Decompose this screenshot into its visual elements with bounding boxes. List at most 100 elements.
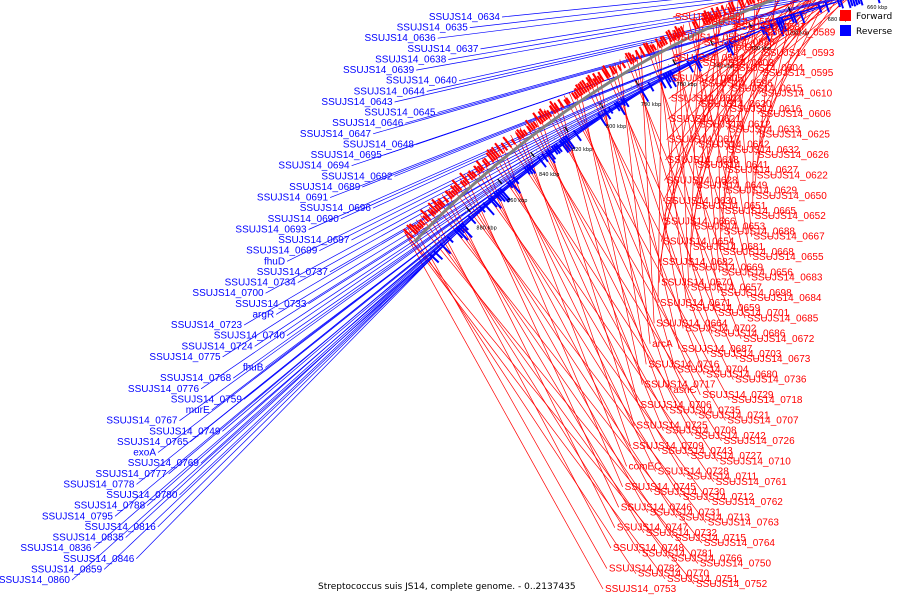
forward-gene	[711, 14, 716, 21]
leader-line	[726, 0, 822, 130]
forward-gene-label: SSUJS14_0716	[648, 359, 720, 370]
reverse-gene-label: SSUJS14_0768	[160, 373, 232, 384]
forward-gene-label: SSUJS14_0586	[674, 32, 746, 43]
leader-line	[420, 215, 670, 559]
tick-label: 840 kbp	[539, 172, 559, 178]
reverse-gene-label: SSUJS14_0639	[343, 65, 415, 76]
tick-label: 800 kbp	[606, 124, 626, 130]
reverse-gene	[664, 72, 672, 83]
tick-label: 680 kbp	[828, 17, 848, 23]
forward-gene-label: SSUJS14_0750	[700, 559, 772, 570]
leader-line	[573, 88, 672, 390]
forward-gene-label: SSUJS14_0726	[724, 436, 796, 447]
forward-gene	[402, 228, 414, 239]
leader-line	[491, 150, 685, 477]
forward-gene	[586, 82, 592, 90]
forward-gene	[577, 83, 586, 95]
minor-tick	[434, 240, 437, 243]
forward-gene-label: SSUJS14_0632	[728, 145, 800, 156]
minor-tick	[791, 7, 794, 10]
forward-gene-label: SSUJS14_0657	[691, 283, 763, 294]
reverse-gene	[603, 108, 612, 120]
forward-gene-label: SSUJS14_0713	[679, 513, 751, 524]
minor-tick	[444, 230, 447, 233]
tick-mark	[564, 126, 569, 133]
minor-tick	[680, 57, 683, 60]
reverse-gene	[839, 0, 844, 9]
reverse-gene-label: SSUJS14_0759	[171, 394, 243, 405]
minor-tick	[576, 120, 579, 123]
reverse-gene	[455, 227, 469, 241]
minor-tick	[630, 85, 633, 88]
minor-tick	[502, 177, 505, 180]
reverse-gene	[541, 153, 549, 163]
legend: Forward Reverse	[840, 10, 893, 37]
forward-gene	[585, 76, 594, 89]
forward-gene	[557, 98, 565, 109]
reverse-gene-label: SSUJS14_0692	[321, 171, 393, 182]
minor-tick	[738, 29, 741, 32]
leader-line	[651, 41, 717, 314]
forward-gene	[693, 18, 700, 29]
minor-tick	[547, 141, 550, 144]
forward-gene	[592, 72, 601, 85]
leader-line	[614, 62, 680, 350]
forward-gene	[408, 223, 419, 233]
forward-gene-label: SSUJS14_0735	[669, 405, 741, 416]
minor-tick	[439, 235, 442, 238]
forward-gene-label: SSUJS14_0667	[754, 232, 826, 243]
forward-gene-label: SSUJS14_0652	[755, 211, 827, 222]
leader-line	[727, 0, 831, 110]
forward-gene-label: SSUJS14_0710	[720, 456, 792, 467]
forward-gene	[420, 209, 432, 221]
forward-gene	[453, 184, 461, 193]
forward-gene-label: SSUJS14_0617	[669, 135, 741, 146]
leader-line	[753, 0, 776, 196]
forward-gene	[515, 132, 522, 140]
leader-line	[411, 223, 608, 569]
forward-gene	[427, 209, 435, 217]
minor-tick	[706, 44, 708, 47]
forward-gene	[674, 25, 682, 38]
reverse-gene	[446, 236, 454, 244]
reverse-gene	[562, 136, 573, 150]
reverse-gene-label: SSUJS14_0645	[364, 108, 436, 119]
reverse-gene-label: SSUJS14_0733	[235, 299, 307, 310]
forward-gene	[422, 215, 430, 223]
forward-gene-label: SSUJS14_0628	[666, 175, 738, 186]
forward-gene	[634, 49, 642, 60]
forward-gene	[462, 179, 468, 186]
forward-gene-label: SSUJS14_0688	[724, 227, 796, 238]
forward-gene-label: SSUJS14_0730	[654, 487, 726, 498]
forward-gene-label: SSUJS14_0629	[726, 186, 798, 197]
forward-gene	[703, 10, 711, 24]
forward-gene-label: SSUJS14_0584	[705, 17, 777, 28]
leader-line	[548, 105, 697, 416]
leader-line	[756, 0, 826, 135]
forward-gene-label: SSUJS14_0649	[696, 181, 768, 192]
forward-gene	[526, 125, 532, 133]
leader-line	[757, 0, 838, 115]
reverse-gene	[554, 142, 563, 153]
leader-line	[731, 0, 823, 48]
forward-gene	[715, 11, 721, 19]
forward-gene	[756, 0, 760, 2]
reverse-gene-label: SSUJS14_0696	[300, 203, 372, 214]
minor-tick	[751, 23, 754, 26]
map-caption: Streptococcus suis JS14, complete genome…	[318, 582, 576, 592]
forward-gene	[745, 0, 751, 6]
reverse-gene	[495, 190, 506, 203]
minor-tick	[524, 158, 527, 162]
leader-line	[437, 198, 674, 539]
forward-gene	[649, 44, 655, 52]
leader-line	[416, 0, 811, 71]
forward-gene-label: SSUJS14_0615	[731, 84, 803, 95]
reverse-gene	[762, 25, 771, 42]
forward-gene-label: SSUJS14_0651	[695, 201, 767, 212]
forward-gene-label: SSUJS14_0595	[762, 68, 834, 79]
reverse-gene-label: SSUJS14_0776	[128, 384, 200, 395]
forward-gene	[451, 179, 463, 191]
forward-gene-label: SSUJS14_0684	[750, 293, 822, 304]
leader-line	[486, 153, 714, 482]
